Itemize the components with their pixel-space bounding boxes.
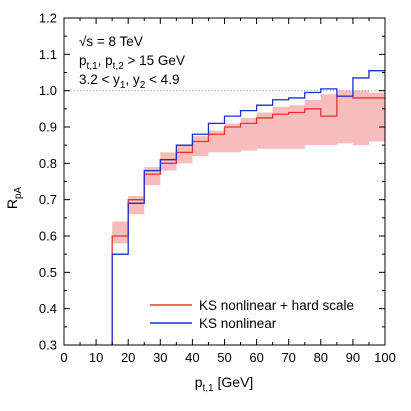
x-tick-label: 20 — [121, 350, 135, 365]
y-tick-label: 1.2 — [39, 11, 57, 26]
series-group — [111, 70, 385, 345]
y-tick-label: 1.0 — [39, 83, 57, 98]
y-tick-label: 0.5 — [39, 265, 57, 280]
x-tick-label: 50 — [217, 350, 231, 365]
x-axis-title: pt,1 [GeV] — [195, 374, 254, 394]
tick-labels-group: 0 10 20 30 40 50 60 70 80 90 100 0.3 0.4 0.5 0.6 0.7 0.8… — [39, 11, 396, 366]
x-tick-label: 40 — [185, 350, 199, 365]
annotation-sqrt-s: √s = 8 TeV — [79, 34, 143, 49]
x-tick-label: 10 — [89, 350, 103, 365]
legend-label-nonlinear: KS nonlinear — [199, 316, 277, 331]
ticks-group — [63, 17, 386, 346]
uncertainty-band-group — [112, 90, 386, 244]
legend-label-hard-scale: KS nonlinear + hard scale — [199, 298, 354, 313]
x-tick-label: 90 — [346, 350, 360, 365]
series-line-nonlinear — [111, 70, 385, 345]
y-tick-label: 0.7 — [39, 192, 57, 207]
x-tick-label: 70 — [281, 350, 295, 365]
y-tick-label: 1.1 — [39, 47, 57, 62]
y-tick-label: 0.6 — [39, 229, 57, 244]
y-tick-label: 0.3 — [39, 338, 57, 353]
y-tick-label: 0.8 — [39, 156, 57, 171]
uncertainty-band — [112, 90, 386, 244]
y-tick-label: 0.9 — [39, 120, 57, 135]
annotation-block: √s = 8 TeV pt,1, pt,2 > 15 GeV 3.2 < y1,… — [79, 34, 185, 91]
annotation-rapidity: 3.2 < y1, y2 < 4.9 — [79, 72, 179, 91]
series-line-hard-scale — [111, 95, 385, 345]
x-tick-label: 80 — [314, 350, 328, 365]
x-tick-label: 100 — [374, 350, 396, 365]
legend: KS nonlinear + hard scale KS nonlinear — [150, 298, 354, 331]
x-tick-label: 30 — [153, 350, 167, 365]
x-tick-label: 0 — [60, 350, 67, 365]
x-tick-label: 60 — [249, 350, 263, 365]
annotation-pt-cut: pt,1, pt,2 > 15 GeV — [79, 53, 185, 72]
y-tick-label: 0.4 — [39, 301, 57, 316]
y-axis-title: RpA — [4, 186, 24, 209]
